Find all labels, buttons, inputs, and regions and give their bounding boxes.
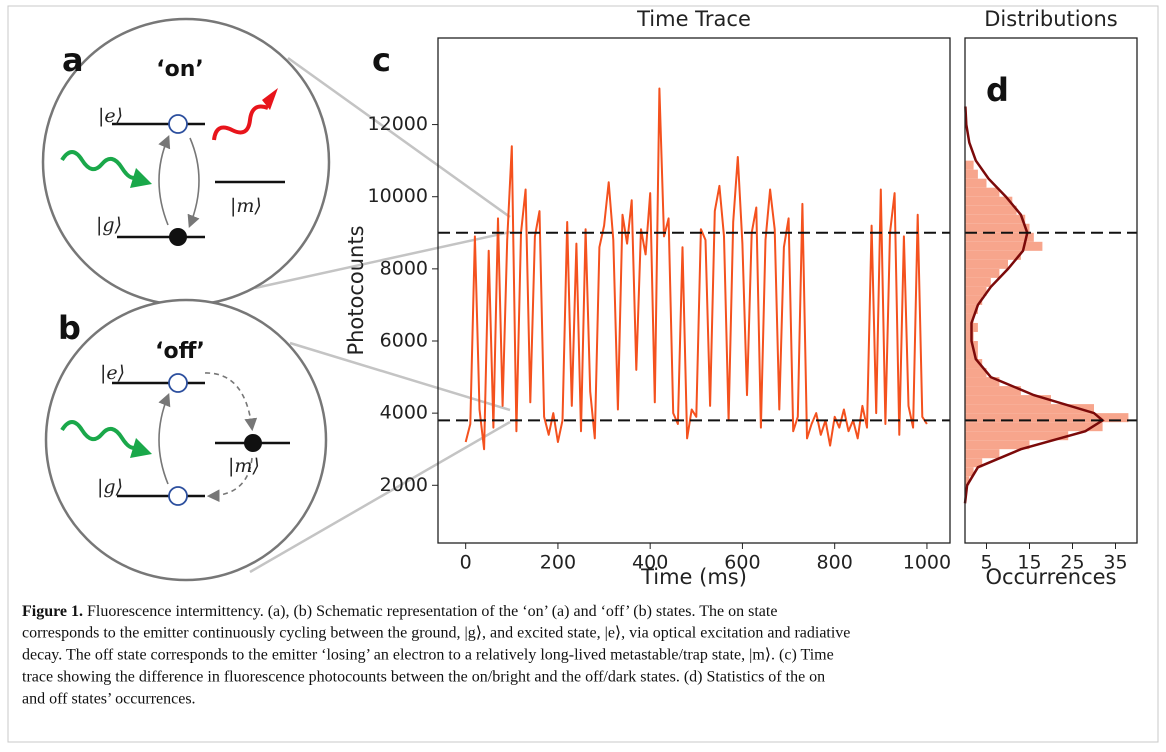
ket-g: |g⟩ [97, 476, 123, 498]
hist-bar [965, 223, 1030, 233]
hist-bar [965, 331, 974, 341]
panel-letter: b [58, 309, 81, 347]
plot-frame [964, 37, 1138, 544]
hist-bar [965, 187, 1000, 197]
hist-bar [965, 277, 991, 287]
x-tick-label: 0 [460, 552, 472, 574]
hist-bar [965, 259, 1008, 269]
panel-b: b ‘off’ |e⟩ |g⟩ |m⟩ [44, 298, 328, 582]
ket-e: |e⟩ [100, 362, 125, 384]
y-tick-label: 8000 [380, 257, 428, 279]
hist-bar [965, 377, 1000, 387]
hist-bar [965, 169, 978, 179]
hist-bar [965, 313, 974, 323]
plot-frame [437, 37, 951, 544]
chart-title: Distributions [984, 7, 1117, 31]
hist-bar [965, 286, 987, 296]
caption-line: and off states’ occurrences. [22, 691, 196, 708]
y-tick-label: 4000 [380, 402, 428, 424]
ket-e: |e⟩ [98, 105, 123, 127]
hist-bar [965, 386, 1021, 396]
caption-text: Fluorescence intermittency. (a), (b) Sch… [83, 603, 777, 620]
ket-g: |g⟩ [96, 214, 122, 236]
hist-bar [965, 404, 1094, 414]
hist-bar [965, 359, 983, 369]
state-label: ‘off’ [155, 339, 205, 364]
hist-bar [965, 413, 1129, 423]
x-tick-label: 5 [980, 552, 992, 574]
y-tick-label: 10000 [368, 185, 428, 207]
caption-line: Figure 1. Fluorescence intermittency. (a… [22, 603, 777, 620]
hist-bar [965, 160, 974, 170]
y-tick-label: 6000 [380, 330, 428, 352]
x-tick-label: 15 [1017, 552, 1041, 574]
hist-bar [965, 449, 1000, 459]
x-axis-label: Time (ms) [640, 565, 747, 589]
hist-bar [965, 440, 1030, 450]
ket-m: |m⟩ [228, 455, 260, 477]
panel-letter: c [372, 41, 391, 79]
hist-bar [965, 214, 1026, 224]
x-tick-label: 600 [724, 552, 760, 574]
x-tick-label: 35 [1103, 552, 1127, 574]
panel-letter: a [62, 41, 84, 79]
connectors [249, 56, 511, 574]
fit-curve [963, 106, 1105, 504]
hist-bar [965, 395, 1051, 405]
hist-bar [965, 295, 983, 305]
hist-bar [965, 350, 978, 360]
caption-line: decay. The off state corresponds to the … [22, 647, 834, 664]
hist-bar [965, 467, 974, 477]
time-trace [464, 87, 928, 451]
hist-bar [965, 304, 978, 314]
y-tick-label: 12000 [368, 113, 428, 135]
hist-bar [965, 458, 983, 468]
hist-bar [965, 422, 1103, 432]
y-tick-label: 2000 [380, 474, 428, 496]
hist-bar [965, 431, 1069, 441]
hist-bar [965, 368, 987, 378]
caption-line: trace showing the difference in fluoresc… [22, 669, 825, 686]
state-label: ‘on’ [156, 57, 204, 82]
ket-m: |m⟩ [230, 195, 262, 217]
hist-bar [965, 250, 1021, 260]
x-axis-label: Occurrences [985, 565, 1116, 589]
panel-a: a ‘on’ |e⟩ |g⟩ |m⟩ [41, 17, 331, 307]
y-axis-label: Photocounts [344, 225, 368, 355]
caption-line: corresponds to the emitter continuously … [22, 625, 850, 642]
x-tick-label: 25 [1060, 552, 1084, 574]
hist-bar [965, 205, 1017, 215]
hist-bar [965, 268, 1000, 278]
hist-bar [965, 196, 1013, 206]
hist-bar [965, 178, 987, 188]
frame [7, 5, 1159, 743]
caption-label: Figure 1. [22, 603, 83, 620]
chart-title: Time Trace [636, 7, 751, 31]
hist-bar [965, 232, 1034, 242]
x-tick-label: 1000 [903, 552, 951, 574]
x-tick-label: 200 [540, 552, 576, 574]
hist-bar [965, 476, 970, 486]
panel-letter: d [986, 71, 1009, 109]
x-tick-label: 800 [817, 552, 853, 574]
hist-bar [965, 241, 1043, 251]
x-tick-label: 400 [632, 552, 668, 574]
